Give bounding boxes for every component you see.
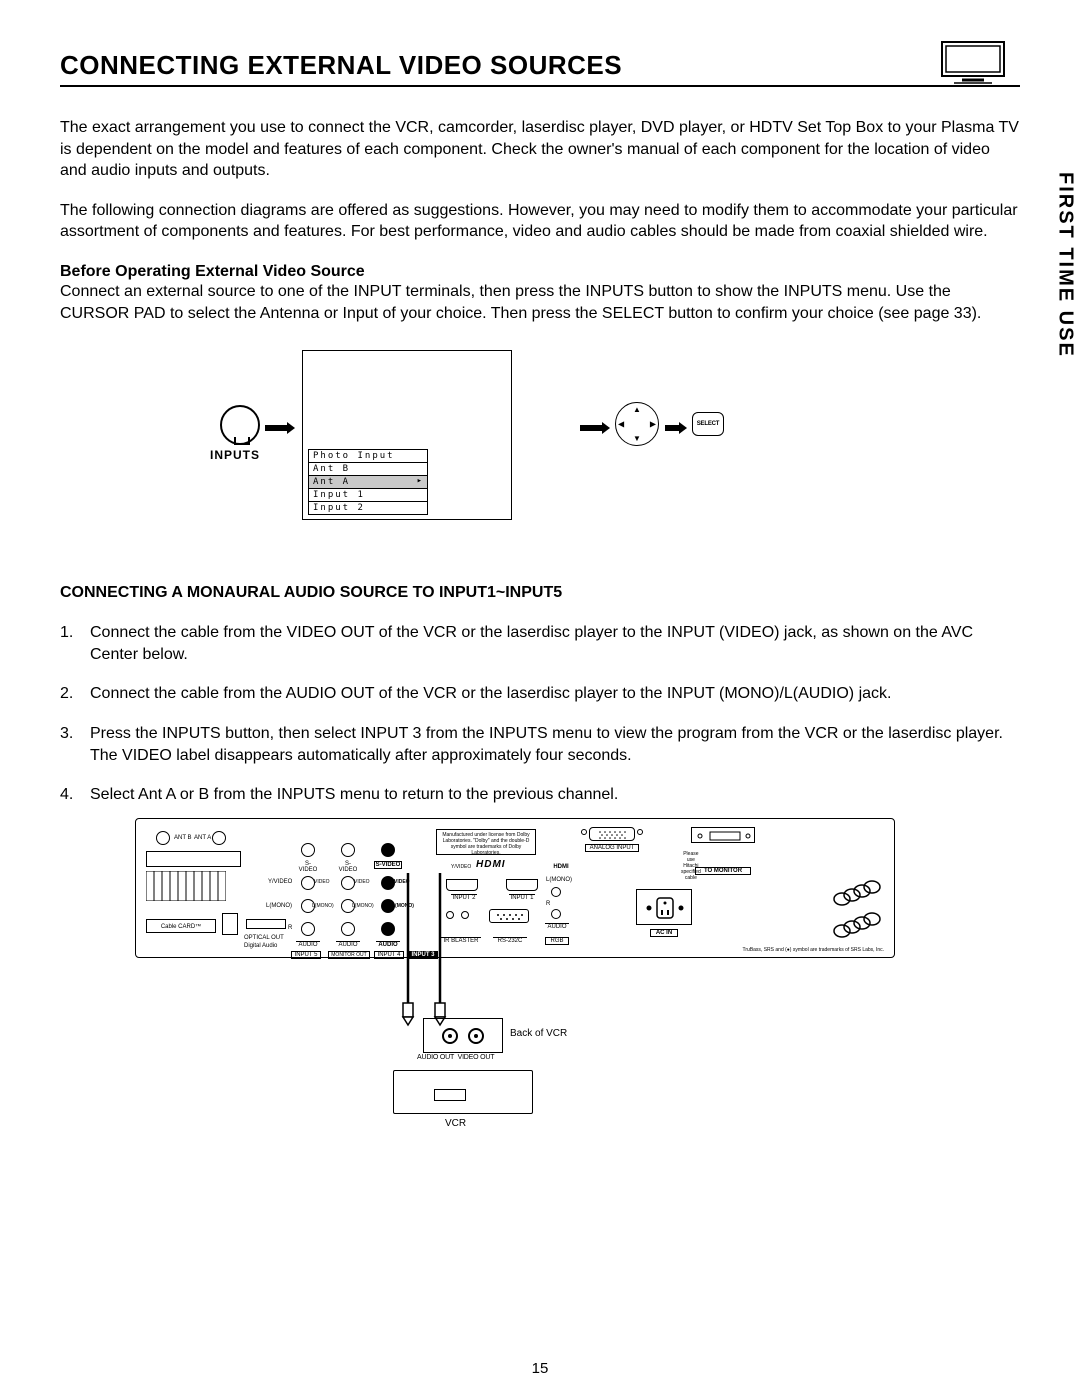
arrow-icon xyxy=(580,422,610,434)
page-title: CONNECTING EXTERNAL VIDEO SOURCES xyxy=(60,50,1020,81)
step: 3.Press the INPUTS button, then select I… xyxy=(60,723,1020,766)
vcr-jacks-labels: AUDIO OUT VIDEO OUT xyxy=(417,1054,494,1061)
menu-item: Input 1 xyxy=(308,488,428,502)
menu-item: Input 2 xyxy=(308,501,428,515)
side-tab: FIRST TIME USE xyxy=(1050,170,1080,360)
inputs-button-icon xyxy=(220,405,260,445)
inputs-menu: Photo Input Ant B Ant A Input 1 Input 2 xyxy=(308,449,428,514)
vcr-icon xyxy=(393,1070,533,1114)
step-text: Press the INPUTS button, then select INP… xyxy=(90,723,1020,766)
step-text: Connect the cable from the VIDEO OUT of … xyxy=(90,622,1020,665)
back-panel-diagram: ANT B ANT A Cable CARD™ OPTICAL OUT Digi… xyxy=(135,818,895,958)
connecting-subheading: CONNECTING A MONAURAL AUDIO SOURCE TO IN… xyxy=(60,584,1020,602)
arrow-icon xyxy=(665,422,687,434)
cablecard-slot: Cable CARD™ xyxy=(146,919,216,933)
menu-item: Ant B xyxy=(308,462,428,476)
audio-out-jack xyxy=(442,1028,458,1044)
tv-screen: Photo Input Ant B Ant A Input 1 Input 2 xyxy=(302,350,512,520)
step: 2.Connect the cable from the AUDIO OUT o… xyxy=(60,683,1020,705)
steps-list: 1.Connect the cable from the VIDEO OUT o… xyxy=(60,622,1020,806)
arrow-icon xyxy=(265,422,295,434)
digital-label: Digital Audio xyxy=(244,943,277,949)
intro-paragraph-1: The exact arrangement you use to connect… xyxy=(60,117,1020,182)
step: 4.Select Ant A or B from the INPUTS menu… xyxy=(60,784,1020,806)
intro-paragraph-2: The following connection diagrams are of… xyxy=(60,200,1020,243)
title-rule xyxy=(60,85,1020,87)
step-text: Select Ant A or B from the INPUTS menu t… xyxy=(90,784,1020,806)
ant-a-jack xyxy=(212,831,226,845)
avc-back-panel: ANT B ANT A Cable CARD™ OPTICAL OUT Digi… xyxy=(135,818,895,958)
side-tab-text: FIRST TIME USE xyxy=(1054,172,1077,358)
tv-icon xyxy=(940,40,1020,86)
vcr-label: VCR xyxy=(445,1118,466,1129)
menu-item-selected: Ant A xyxy=(308,475,428,489)
before-paragraph: Connect an external source to one of the… xyxy=(60,281,1020,324)
back-of-vcr-label: Back of VCR xyxy=(510,1028,567,1039)
select-button-icon: SELECT xyxy=(692,412,724,436)
ant-b-jack xyxy=(156,831,170,845)
vcr-jacks xyxy=(423,1018,503,1053)
step-text: Connect the cable from the AUDIO OUT of … xyxy=(90,683,1020,705)
page-number: 15 xyxy=(0,1360,1080,1377)
inputs-button-label: INPUTS xyxy=(210,448,260,462)
optical-label: OPTICAL OUT xyxy=(244,935,284,941)
cursor-pad-icon: ▲▼◀▶ xyxy=(615,402,659,446)
menu-item: Photo Input xyxy=(308,449,428,463)
page: FIRST TIME USE CONNECTING EXTERNAL VIDEO… xyxy=(0,0,1080,1397)
vent-icon xyxy=(822,879,882,939)
ant-a-label: ANT A xyxy=(194,835,211,841)
video-out-jack xyxy=(468,1028,484,1044)
ant-b-label: ANT B xyxy=(174,835,192,841)
inputs-menu-diagram: INPUTS Photo Input Ant B Ant A Input 1 I… xyxy=(210,350,730,520)
step: 1.Connect the cable from the VIDEO OUT o… xyxy=(60,622,1020,665)
cable-icon xyxy=(390,873,480,1033)
before-heading: Before Operating External Video Source xyxy=(60,263,1020,281)
